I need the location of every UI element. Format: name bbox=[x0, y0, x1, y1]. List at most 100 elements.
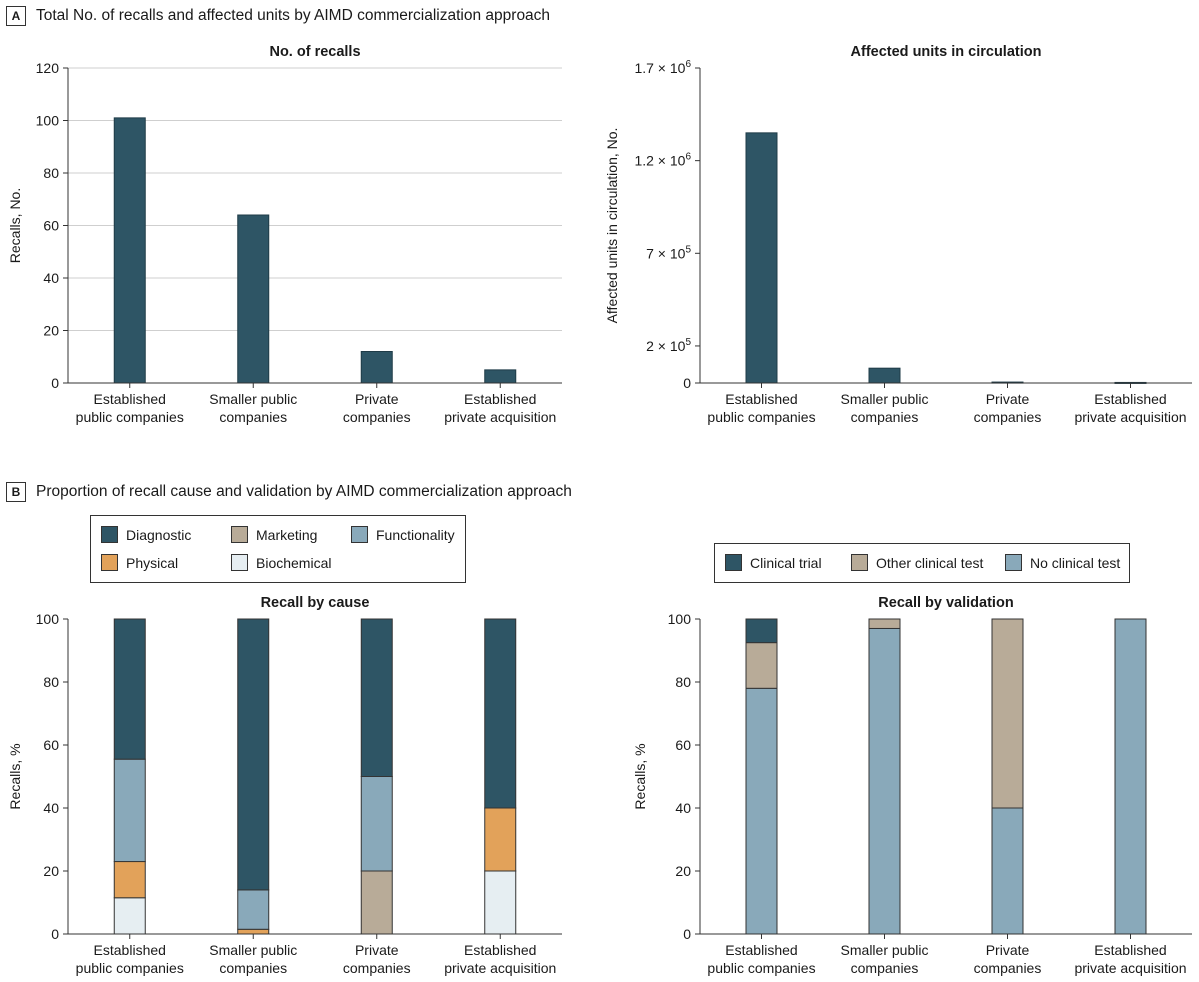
y-tick-label: 80 bbox=[43, 674, 59, 690]
legend-label: No clinical test bbox=[1030, 554, 1121, 571]
panel-b-header: B Proportion of recall cause and validat… bbox=[6, 482, 572, 502]
x-tick-label: Established bbox=[1094, 391, 1166, 407]
legend-label: Clinical trial bbox=[750, 554, 822, 571]
chart-title: Affected units in circulation bbox=[851, 44, 1042, 60]
y-tick-label: 20 bbox=[675, 863, 691, 879]
bar bbox=[237, 214, 270, 384]
y-axis-label: Recalls, % bbox=[632, 743, 648, 809]
x-tick-label: Smaller public bbox=[841, 391, 929, 407]
x-tick-label: Established bbox=[464, 942, 536, 958]
y-tick-label: 100 bbox=[36, 113, 60, 129]
legend-item-other-clinical-test: Other clinical test bbox=[851, 554, 983, 571]
x-tick-label: Smaller public bbox=[841, 942, 929, 958]
y-tick-label: 120 bbox=[36, 60, 60, 76]
y-axis-label: Affected units in circulation, No. bbox=[604, 128, 620, 324]
y-tick-label: 80 bbox=[43, 165, 59, 181]
y-axis-label: Recalls, No. bbox=[7, 188, 23, 263]
y-tick-label: 100 bbox=[36, 611, 60, 627]
x-tick-label: public companies bbox=[76, 960, 184, 976]
legend-swatch bbox=[851, 554, 868, 571]
bar-segment-functionality bbox=[360, 776, 393, 872]
x-tick-label: companies bbox=[343, 409, 411, 425]
x-tick-label: Established bbox=[725, 942, 797, 958]
legend-label: Physical bbox=[126, 554, 179, 571]
y-tick-label: 40 bbox=[43, 800, 59, 816]
bar-segment-other-clinical-test bbox=[745, 642, 778, 689]
legend-item-functionality: Functionality bbox=[351, 526, 455, 543]
y-tick-label: 80 bbox=[675, 674, 691, 690]
bar-segment-no-clinical-test bbox=[991, 807, 1024, 935]
bar-segment-no-clinical-test bbox=[868, 627, 901, 935]
bar-segment-diagnostic bbox=[113, 618, 146, 760]
x-tick-label: Smaller public bbox=[209, 391, 297, 407]
x-tick-label: Smaller public bbox=[209, 942, 297, 958]
bar-segment-biochemical bbox=[113, 897, 146, 935]
y-tick-label: 0 bbox=[683, 375, 691, 391]
y-tick-label: 2 × 105 bbox=[646, 337, 691, 354]
legend-swatch bbox=[101, 554, 118, 571]
y-tick-label: 1.7 × 106 bbox=[634, 59, 691, 76]
bar-segment-physical bbox=[113, 861, 146, 899]
legend-item-biochemical: Biochemical bbox=[231, 554, 331, 571]
y-tick-label: 0 bbox=[683, 926, 691, 942]
legend-label: Marketing bbox=[256, 526, 318, 543]
x-tick-label: companies bbox=[219, 960, 287, 976]
panel-a-title: Total No. of recalls and affected units … bbox=[36, 7, 551, 24]
panel-b-title: Proportion of recall cause and validatio… bbox=[36, 483, 572, 500]
x-tick-label: companies bbox=[851, 960, 919, 976]
legend-swatch bbox=[101, 526, 118, 543]
chart-cause: Recall by cause 0 20 40 60 80 100 Established pu… bbox=[7, 595, 562, 976]
x-tick-label: Established bbox=[725, 391, 797, 407]
x-tick-label: companies bbox=[851, 409, 919, 425]
chart-title: Recall by cause bbox=[261, 595, 370, 611]
bar bbox=[113, 117, 146, 384]
x-tick-label: public companies bbox=[707, 960, 815, 976]
y-tick-label: 60 bbox=[43, 218, 59, 234]
legend-item-physical: Physical bbox=[101, 554, 178, 571]
bar-segment-functionality bbox=[113, 758, 146, 863]
bar-segment-clinical-trial bbox=[745, 618, 778, 644]
x-tick-label: private acquisition bbox=[1074, 960, 1186, 976]
x-tick-label: public companies bbox=[707, 409, 815, 425]
y-tick-label: 20 bbox=[43, 323, 59, 339]
legend-item-no-clinical-test: No clinical test bbox=[1005, 554, 1120, 571]
bar-segment-biochemical bbox=[484, 870, 517, 935]
bar-segment-diagnostic bbox=[484, 618, 517, 809]
bar-segment-diagnostic bbox=[360, 618, 393, 777]
x-tick-label: Established bbox=[94, 942, 166, 958]
x-tick-label: Private bbox=[355, 942, 399, 958]
legend-label: Diagnostic bbox=[126, 526, 192, 543]
y-tick-label: 20 bbox=[43, 863, 59, 879]
x-tick-label: Private bbox=[986, 391, 1030, 407]
chart-validation: Recall by validation 0 20 40 60 80 100 Establis… bbox=[632, 595, 1192, 976]
legend-label: Biochemical bbox=[256, 554, 332, 571]
chart-recalls: No. of recalls 0 20 40 60 80 100 120 Established… bbox=[7, 44, 562, 425]
x-tick-label: Established bbox=[464, 391, 536, 407]
legend-swatch bbox=[231, 526, 248, 543]
bar bbox=[745, 132, 778, 384]
x-tick-label: companies bbox=[219, 409, 287, 425]
bar-segment-other-clinical-test bbox=[868, 618, 901, 629]
bar-segment-no-clinical-test bbox=[1114, 618, 1147, 935]
y-axis-label: Recalls, % bbox=[7, 743, 23, 809]
legend-swatch bbox=[351, 526, 368, 543]
x-tick-label: Established bbox=[94, 391, 166, 407]
x-tick-label: companies bbox=[974, 409, 1042, 425]
legend-swatch bbox=[231, 554, 248, 571]
y-tick-label: 100 bbox=[668, 611, 692, 627]
legend-label: Other clinical test bbox=[876, 554, 984, 571]
panel-a-header: A Total No. of recalls and affected unit… bbox=[6, 6, 550, 26]
legend-label: Functionality bbox=[376, 526, 455, 543]
bar-segment-no-clinical-test bbox=[745, 687, 778, 935]
bar-segment-physical bbox=[484, 807, 517, 872]
bar bbox=[360, 351, 393, 384]
panel-a-letter: A bbox=[6, 6, 26, 26]
x-tick-label: Established bbox=[1094, 942, 1166, 958]
y-tick-label: 40 bbox=[43, 270, 59, 286]
x-tick-label: private acquisition bbox=[444, 960, 556, 976]
cause-legend: Diagnostic Marketing Functionality Physi… bbox=[90, 515, 466, 583]
panel-b-letter: B bbox=[6, 482, 26, 502]
y-tick-label: 60 bbox=[675, 737, 691, 753]
x-tick-label: companies bbox=[974, 960, 1042, 976]
bar-segment-other-clinical-test bbox=[991, 618, 1024, 809]
